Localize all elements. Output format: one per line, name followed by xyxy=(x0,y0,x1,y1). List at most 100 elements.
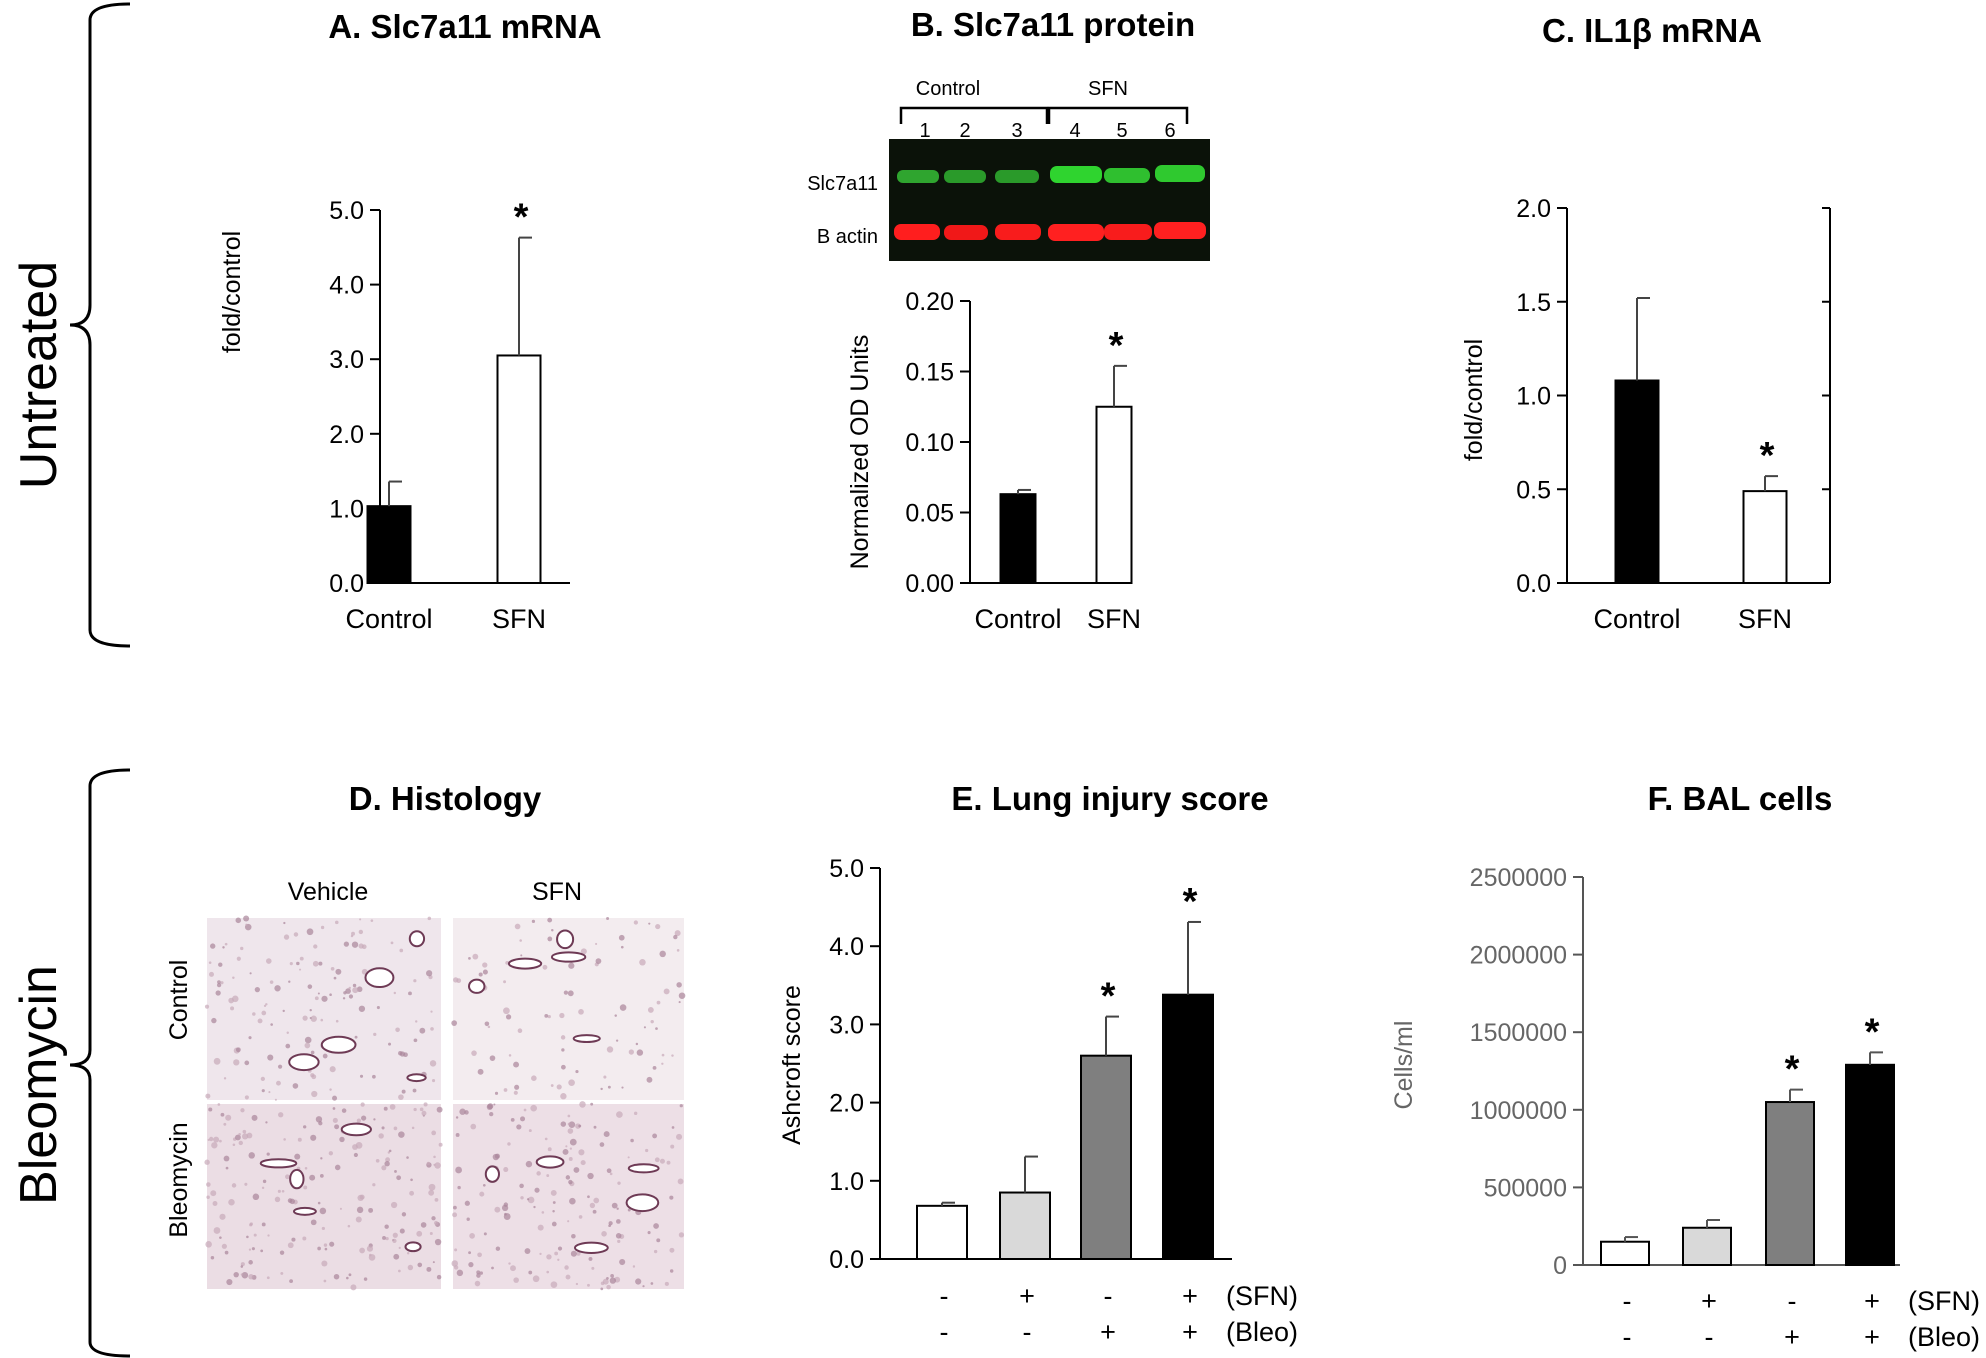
histology-vehicle-control-texture-dot xyxy=(220,981,224,985)
histology-vehicle-control-texture-dot xyxy=(232,976,235,979)
histology-vehicle-bleomycin-texture-dot xyxy=(309,1174,316,1181)
histology-sfn-bleomycin-texture-dot xyxy=(669,1195,674,1200)
histology-vehicle-bleomycin-texture-dot xyxy=(333,1273,340,1280)
panel-c-chart: C. IL1β mRNA 0.0 0.5 1.0 1.5 2.0 fold/control… xyxy=(1460,12,1831,634)
histology-vehicle-control-texture-dot xyxy=(244,1060,250,1066)
histology-vehicle-bleomycin-texture-dot xyxy=(249,1223,253,1227)
panel-b-bar-2 xyxy=(1095,405,1133,584)
histology-vehicle-bleomycin-texture-dot xyxy=(266,1276,270,1280)
histology-vehicle-bleomycin-texture-dot xyxy=(242,1133,249,1140)
histology-vehicle-control-texture-dot xyxy=(309,1008,312,1012)
histology-vehicle-control-texture-dot xyxy=(354,1035,358,1039)
histology-vehicle-bleomycin-texture-dot xyxy=(238,1132,241,1136)
histology-sfn-control-texture-dot xyxy=(628,1049,634,1055)
panel-f-ytick-label: 1500000 xyxy=(1470,1019,1567,1047)
histology-sfn-control-texture-dot xyxy=(487,1025,491,1029)
histology-sfn-control-texture-dot xyxy=(547,936,553,942)
histology-vehicle-bleomycin-texture-dot xyxy=(356,1118,361,1123)
histology-vehicle-control-background xyxy=(207,918,441,1100)
histology-vehicle-control-texture-dot xyxy=(413,979,417,983)
histology-sfn-bleomycin-texture-dot xyxy=(528,1129,532,1133)
histology-vehicle-bleomycin-texture-dot xyxy=(329,1241,335,1247)
histology-vehicle-bleomycin-texture-dot xyxy=(339,1207,342,1210)
histology-sfn-bleomycin-texture-dot xyxy=(526,1198,530,1201)
histology-sfn-bleomycin-texture-dot xyxy=(676,1133,683,1140)
histology-vehicle-control-texture-dot xyxy=(348,986,351,990)
histology-vehicle-control-texture-dot xyxy=(218,962,223,967)
histology-sfn-control-texture-dot xyxy=(595,958,602,964)
histology-vehicle-control-texture-dot xyxy=(292,1083,299,1089)
histology-sfn-control-airway xyxy=(468,978,486,994)
histology-vehicle-bleomycin-texture-dot xyxy=(260,1249,264,1253)
histology-sfn-bleomycin-texture-dot xyxy=(593,1125,597,1129)
histology-vehicle-bleomycin-texture-dot xyxy=(248,1273,254,1280)
histology-sfn-control-texture-dot xyxy=(659,950,666,958)
histology-vehicle-control-texture-dot xyxy=(299,968,302,971)
panel-a-category-label-1: Control xyxy=(345,604,432,634)
panel-c-ytick-label: 0.0 xyxy=(1516,570,1551,598)
histology-sfn-bleomycin-texture-dot xyxy=(600,1287,604,1291)
histology-vehicle-control-texture-dot xyxy=(286,1031,289,1034)
panel-e-bleo-sign-3: + xyxy=(1100,1317,1116,1347)
histology-vehicle-control-texture-dot xyxy=(213,1057,221,1065)
histology-sfn-bleomycin-texture-dot xyxy=(589,1202,596,1209)
histology-sfn-bleomycin-texture-dot xyxy=(551,1221,557,1227)
histology-sfn-bleomycin-texture-dot xyxy=(611,1202,618,1209)
histology-vehicle-control-texture-dot xyxy=(335,968,342,975)
histology-vehicle-control-texture-dot xyxy=(208,961,212,964)
histology-sfn-control-texture-dot xyxy=(489,1055,496,1061)
histology-vehicle-bleomycin-texture-dot xyxy=(242,1129,247,1134)
histology-sfn-bleomycin-texture-dot xyxy=(479,1271,483,1275)
histology-sfn-bleomycin-texture-dot xyxy=(617,1239,621,1244)
histology-sfn-control-texture-dot xyxy=(647,1007,654,1013)
histology-vehicle-bleomycin-texture-dot xyxy=(240,1262,245,1267)
histology-vehicle-control-texture-dot xyxy=(270,1023,273,1026)
histology-sfn-bleomycin-texture-dot xyxy=(569,1138,577,1146)
histology-sfn-bleomycin-texture-dot xyxy=(489,1111,494,1117)
histology-sfn-bleomycin-texture-dot xyxy=(567,1114,571,1118)
histology-sfn-bleomycin-texture-dot xyxy=(513,1277,519,1283)
panel-b-ytick-label: 0.00 xyxy=(905,570,954,598)
histology-vehicle-bleomycin-texture-dot xyxy=(369,1253,372,1257)
histology-vehicle-control-texture-dot xyxy=(358,943,364,949)
bleomycin-label: Bleomycin xyxy=(10,965,68,1205)
panel-a-ytick-label: 5.0 xyxy=(329,197,364,225)
histology-sfn-bleomycin-texture-dot xyxy=(533,1205,536,1209)
histology-sfn-bleomycin-texture-dot xyxy=(468,1261,474,1268)
histology-vehicle-bleomycin-airway xyxy=(289,1168,305,1190)
histology-vehicle-bleomycin-texture-dot xyxy=(303,1125,307,1129)
histology-row-bleomycin: Bleomycin xyxy=(165,1122,193,1237)
histology-vehicle-bleomycin-texture-dot xyxy=(359,1247,365,1254)
histology-sfn-bleomycin-airway xyxy=(627,1163,660,1174)
panel-f-bar-3 xyxy=(1765,1101,1815,1267)
histology-vehicle-bleomycin-texture-dot xyxy=(240,1265,244,1268)
panel-b-ytick-label: 0.20 xyxy=(905,288,954,316)
histology-vehicle-bleomycin-texture-dot xyxy=(381,1165,387,1171)
histology-sfn-bleomycin-texture-dot xyxy=(593,1197,600,1204)
histology-vehicle-bleomycin-texture-dot xyxy=(317,1246,321,1251)
histology-sfn-bleomycin-texture-dot xyxy=(592,1209,597,1214)
histology-sfn-control-texture-dot xyxy=(484,1021,490,1027)
histology-sfn-control-texture-dot xyxy=(544,1014,549,1018)
histology-vehicle-control-texture-dot xyxy=(330,966,335,971)
histology-sfn-bleomycin-texture-dot xyxy=(482,1183,486,1187)
histology-sfn-bleomycin-texture-dot xyxy=(578,1124,582,1128)
histology-sfn-control-texture-dot xyxy=(547,917,553,923)
histology-vehicle-control-texture-dot xyxy=(350,934,354,938)
histology-sfn-bleomycin-texture-dot xyxy=(616,1111,623,1118)
histology-vehicle-bleomycin-texture-dot xyxy=(385,1157,391,1163)
histology-vehicle-control-texture-dot xyxy=(244,1095,249,1100)
histology-sfn-control-texture-dot xyxy=(606,1046,614,1053)
histology-vehicle-control-texture-dot xyxy=(317,992,320,995)
histology-sfn-bleomycin-texture-dot xyxy=(606,1168,612,1174)
histology-vehicle-bleomycin-texture-dot xyxy=(428,1189,435,1196)
histology-vehicle-control-texture-dot xyxy=(431,1079,436,1083)
histology-vehicle-control-texture-dot xyxy=(419,1027,426,1034)
histology-vehicle-control-texture-dot xyxy=(320,1018,324,1022)
histology-sfn-control-texture-dot xyxy=(676,949,680,952)
histology-vehicle-bleomycin-texture-dot xyxy=(283,1138,286,1141)
histology-vehicle-bleomycin-texture-dot xyxy=(399,1228,405,1234)
histology-vehicle-bleomycin-texture-dot xyxy=(235,1134,241,1141)
histology-sfn-bleomycin-texture-dot xyxy=(633,1111,638,1116)
histology-vehicle-bleomycin-texture-dot xyxy=(434,1197,439,1202)
